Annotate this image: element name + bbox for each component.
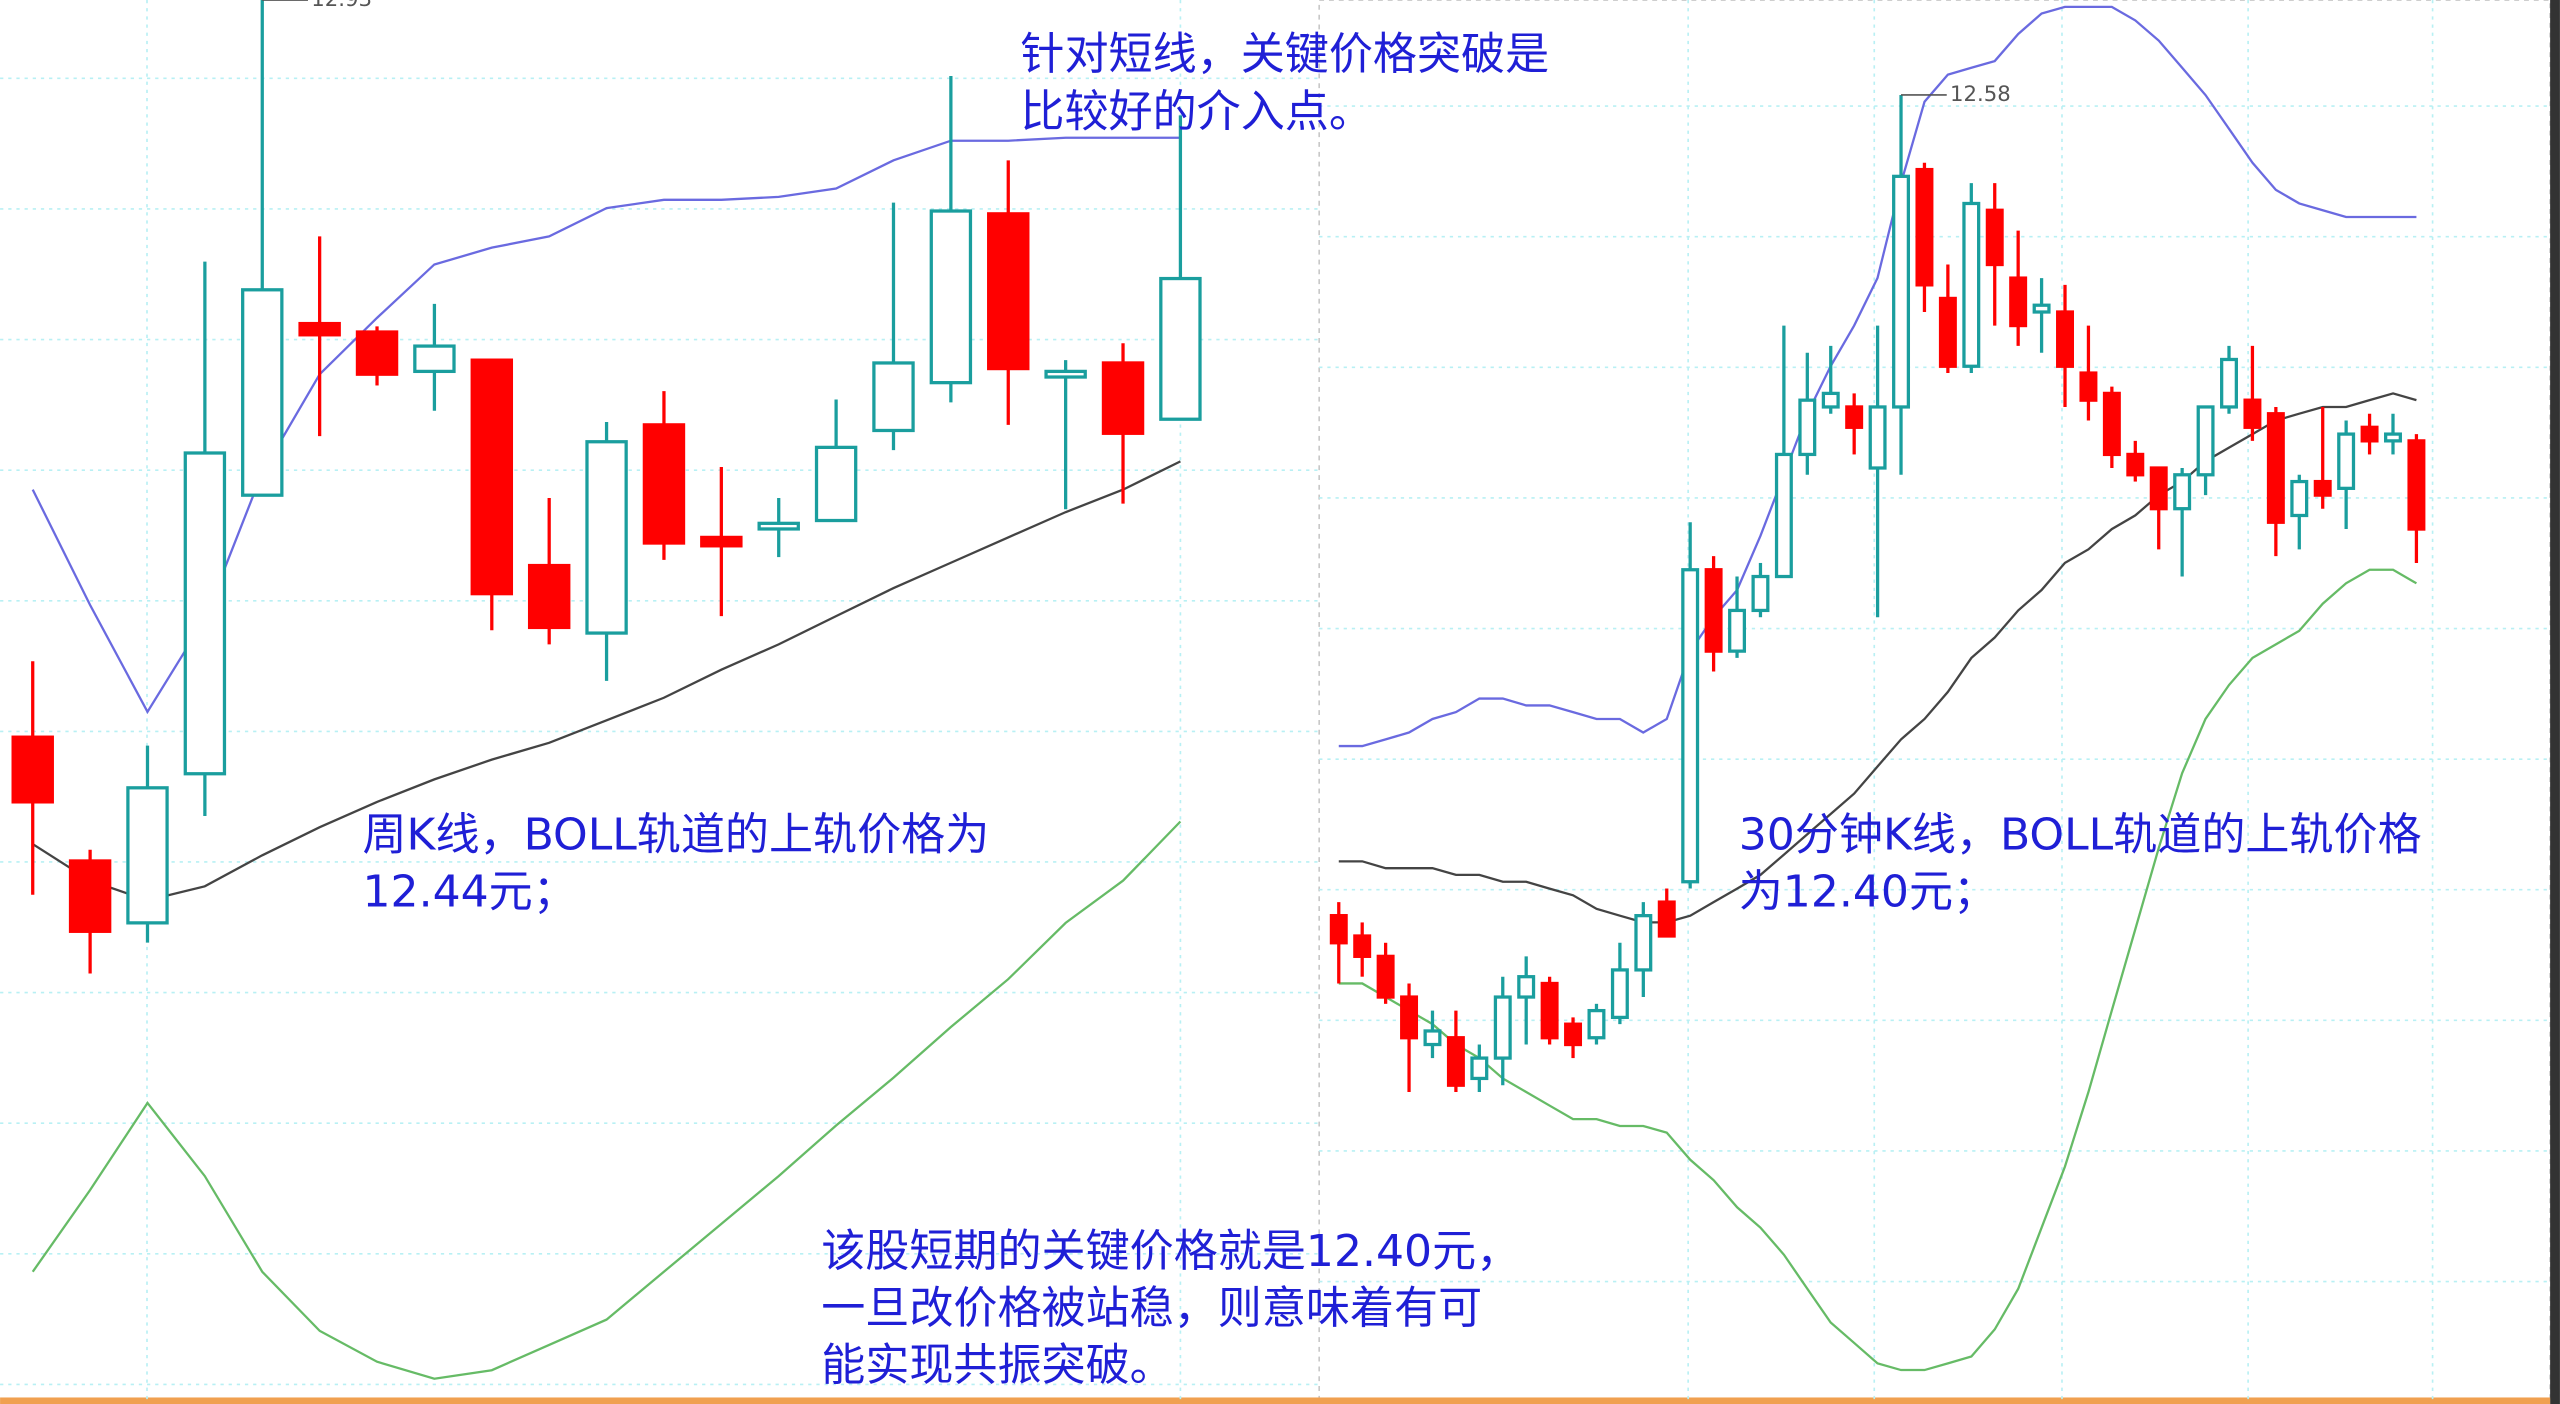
plot: 12.93 12.58 <box>11 0 2426 1380</box>
candle-body <box>1446 1036 1465 1087</box>
candle-body <box>1610 968 1629 1020</box>
candle-body <box>1704 568 1723 653</box>
candle-body <box>2407 439 2426 531</box>
candle-body <box>1657 900 1676 938</box>
candle-body <box>1868 405 1887 470</box>
candle-body <box>126 786 169 925</box>
candle-body <box>241 288 284 497</box>
candle-body <box>2032 303 2051 314</box>
candle-body <box>585 440 628 635</box>
candle-body <box>1774 452 1793 579</box>
candle-body <box>183 451 227 776</box>
candle-body <box>1845 405 1864 429</box>
candle-body <box>2313 479 2332 497</box>
candle-body <box>2009 276 2028 328</box>
annotation-line: 30分钟K线，BOLL轨道的上轨价格 <box>1739 810 2422 861</box>
max-label: 12.93 <box>311 0 372 12</box>
candle-body <box>1821 391 1840 409</box>
candle-body <box>1044 369 1087 379</box>
candle-body <box>757 521 800 531</box>
candle-body <box>2079 371 2098 402</box>
window-edge <box>2550 0 2560 1404</box>
candle-body <box>68 859 112 933</box>
boll-band <box>1338 568 2417 1372</box>
annotation-line: 一旦改价格被站稳，则意味着有可 <box>821 1283 1482 1334</box>
candle-body <box>1159 276 1202 421</box>
candle-body <box>814 445 858 523</box>
candle-body <box>929 209 973 385</box>
candle-body <box>1915 167 1934 287</box>
annotation-line: 12.44元； <box>363 867 577 918</box>
candle-body <box>1470 1056 1489 1081</box>
candle-body <box>1681 568 1700 884</box>
candle-body <box>1892 174 1911 409</box>
candle-body <box>2243 398 2262 429</box>
max-label: 12.58 <box>1950 82 2011 107</box>
candle-body <box>470 358 514 596</box>
right-panel <box>1318 0 2551 1400</box>
candle-body <box>1728 608 1747 653</box>
candle-body <box>2220 357 2238 409</box>
boll-band <box>1338 392 2417 924</box>
candle-body <box>1353 934 1372 958</box>
candle-body <box>1493 995 1512 1060</box>
candle-body <box>527 563 571 630</box>
candle-body <box>298 321 341 337</box>
candle-body <box>2384 432 2402 443</box>
candle-body <box>1376 954 1395 999</box>
annotation-line: 该股短期的关键价格就是12.40元， <box>821 1226 1520 1277</box>
candle-body <box>2056 310 2074 368</box>
candle-body <box>1400 995 1419 1040</box>
candle-body <box>1540 981 1559 1040</box>
candle-body <box>642 423 686 545</box>
bottom-border <box>0 1397 2551 1404</box>
candle-body <box>355 330 399 376</box>
annotation-line: 为12.40元； <box>1739 867 1997 918</box>
annotation-line: 针对短线，关键价格突破是 <box>1020 29 1549 80</box>
candle-body <box>872 361 915 433</box>
candle-body <box>413 344 456 374</box>
candle-body <box>2102 391 2121 457</box>
candle-body <box>1938 296 1957 368</box>
candle-body <box>1751 574 1770 613</box>
boll-band <box>31 820 1182 1380</box>
boll-band <box>32 460 1181 902</box>
candle-body <box>1101 361 1145 435</box>
candle-body <box>1798 398 1817 457</box>
candle-body <box>2173 473 2192 511</box>
candle-body <box>2126 452 2145 477</box>
candle-body <box>2337 432 2356 490</box>
candle-body <box>1587 1008 1606 1040</box>
candle-body <box>1962 201 1981 368</box>
candle-body <box>1423 1029 1442 1047</box>
candle-body <box>2149 466 2168 511</box>
candle-body <box>700 535 743 548</box>
candle-body <box>1517 975 1536 999</box>
candle-body <box>1564 1022 1583 1047</box>
candle-body <box>1985 208 2004 267</box>
annotation-line: 周K线，BOLL轨道的上轨价格为 <box>363 810 990 861</box>
candle-body <box>2266 412 2285 524</box>
candle-body <box>1634 914 1653 972</box>
candle-body <box>11 735 54 804</box>
annotation-line: 比较好的介入点。 <box>1020 86 1373 137</box>
annotation-line: 能实现共振突破。 <box>821 1340 1174 1391</box>
candle-body <box>2196 405 2215 477</box>
boll-band <box>1338 5 2417 748</box>
candle-body <box>1329 914 1348 945</box>
candle-body <box>2360 425 2379 443</box>
candle-body <box>2290 479 2309 518</box>
candle-body <box>987 212 1030 371</box>
